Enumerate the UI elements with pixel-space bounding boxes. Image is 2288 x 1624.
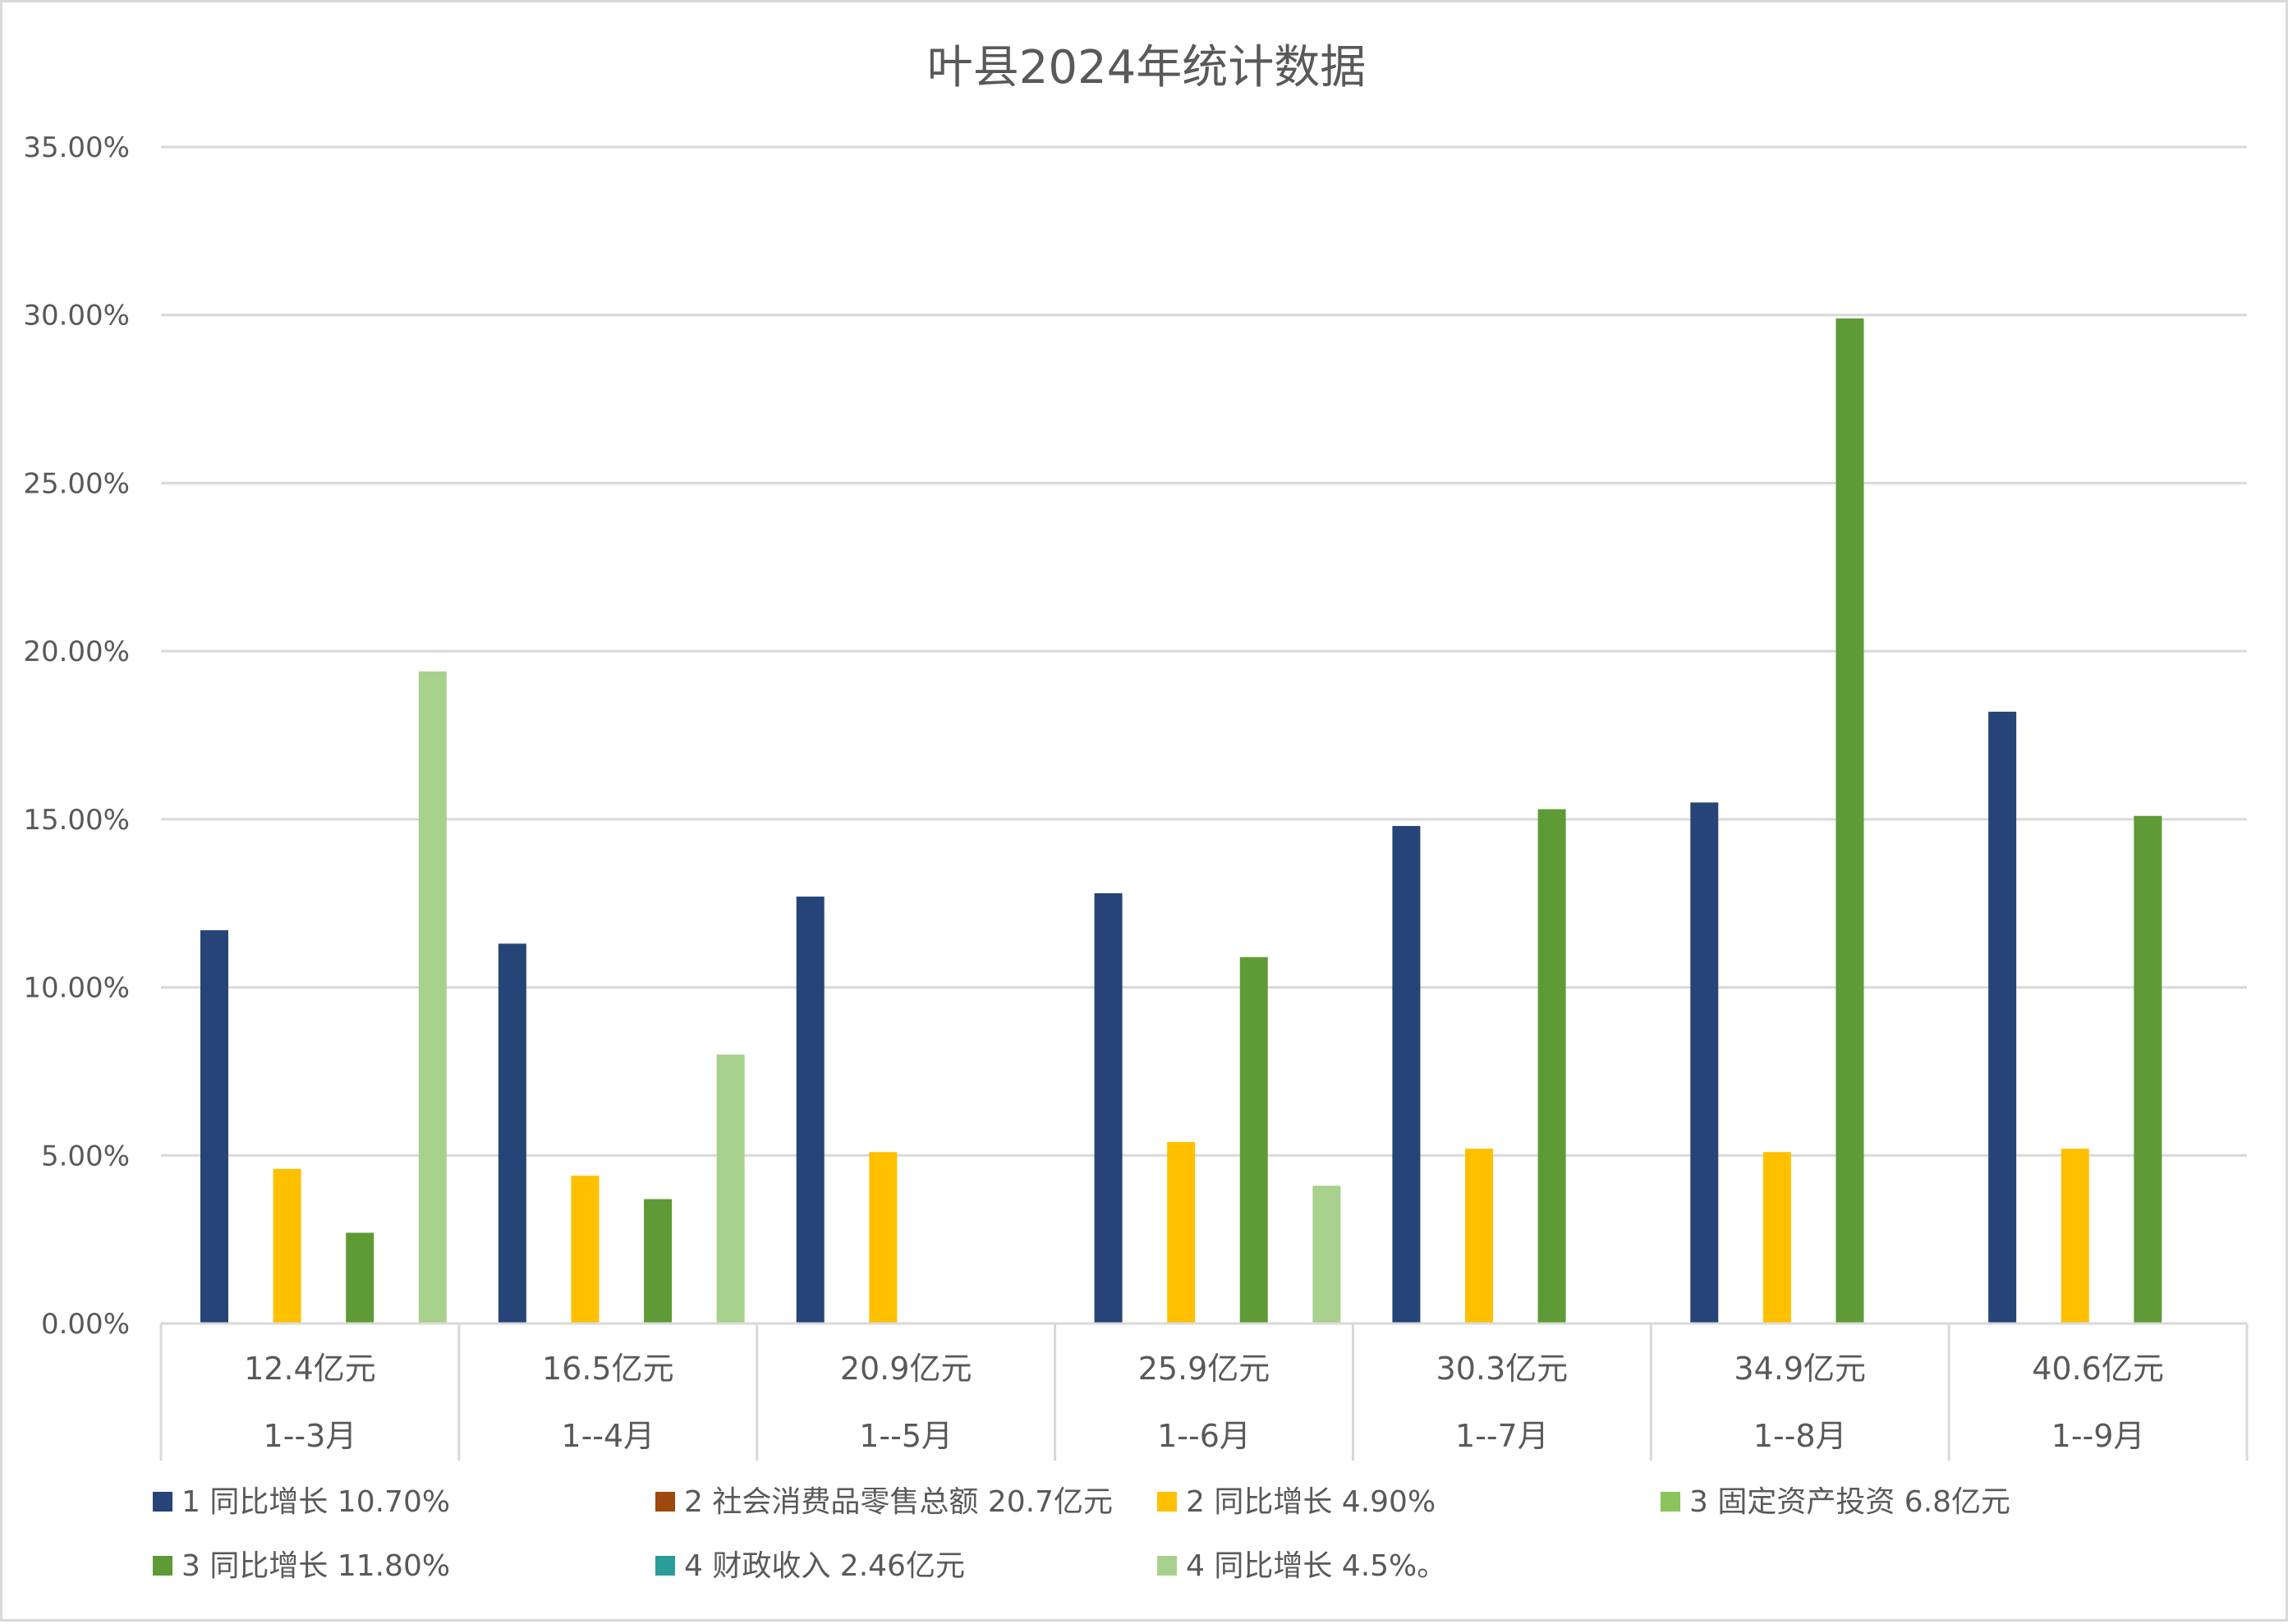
bar — [273, 1168, 301, 1324]
y-tick-label: 15.00% — [23, 804, 130, 837]
x-tick-label: 1--4月 — [561, 1418, 655, 1454]
bar — [644, 1199, 673, 1324]
bar — [418, 671, 447, 1324]
x-tick-sublabel: 12.4亿元 — [244, 1351, 376, 1387]
x-tick-sublabel: 34.9亿元 — [1734, 1351, 1866, 1387]
bar — [796, 897, 825, 1324]
bar — [1167, 1141, 1196, 1324]
legend-swatch — [153, 1556, 172, 1576]
legend-swatch — [655, 1492, 675, 1512]
x-tick-label: 1--6月 — [1157, 1418, 1251, 1454]
y-tick-label: 0.00% — [41, 1308, 130, 1341]
bar — [200, 929, 228, 1324]
x-axis: 12.4亿元 1--3月 16.5亿元 1--4月 20.9亿元 1--5月 25.9亿元 1… — [159, 1322, 2249, 1461]
legend-label: 1 同比增长 10.70% — [181, 1485, 450, 1519]
x-tick-label: 1--8月 — [1753, 1418, 1847, 1454]
legend-label: 2 同比增长 4.90% — [1186, 1485, 1436, 1519]
bar — [716, 1054, 745, 1324]
legend-swatch — [1157, 1556, 1177, 1576]
x-tick-label: 1--3月 — [264, 1418, 357, 1454]
bar — [1988, 711, 2017, 1324]
y-tick-label: 25.00% — [23, 467, 130, 500]
y-tick-label: 10.00% — [23, 972, 130, 1005]
y-tick-label: 20.00% — [23, 635, 130, 668]
chart-title: 叶县2024年统计数据 — [927, 41, 1367, 94]
bar — [1465, 1149, 1494, 1324]
bar — [1392, 826, 1421, 1324]
legend-swatch — [1157, 1492, 1177, 1512]
y-tick-label: 35.00% — [23, 131, 130, 164]
y-tick-label: 30.00% — [23, 300, 130, 333]
legend-label: 3 同比增长 11.80% — [181, 1549, 450, 1583]
x-tick-label: 1--9月 — [2051, 1418, 2145, 1454]
bar — [1537, 809, 1566, 1324]
legend-label: 2 社会消费品零售总额 20.7亿元 — [684, 1485, 1113, 1519]
y-axis-tick-labels: 0.00% 5.00% 10.00% 15.00% 20.00% 25.00% 30.00%… — [23, 131, 130, 1341]
legend-swatch — [1661, 1492, 1680, 1512]
bar — [571, 1175, 600, 1324]
bar — [869, 1152, 898, 1324]
bar — [2134, 815, 2162, 1324]
bar — [346, 1232, 374, 1324]
x-tick-sublabel: 30.3亿元 — [1436, 1351, 1569, 1387]
x-tick-label: 1--5月 — [859, 1418, 953, 1454]
legend-label: 3 固定资产投资 6.8亿元 — [1689, 1485, 2010, 1519]
x-tick-sublabel: 20.9亿元 — [840, 1351, 972, 1387]
legend-swatch — [655, 1556, 675, 1576]
bar — [1762, 1152, 1791, 1324]
bar — [498, 943, 526, 1324]
x-tick-sublabel: 16.5亿元 — [542, 1351, 674, 1387]
x-tick-sublabel: 40.6亿元 — [2032, 1351, 2164, 1387]
legend-label: 4 财政收入 2.46亿元 — [684, 1549, 965, 1583]
legend-label: 4 同比增长 4.5%。 — [1186, 1549, 1446, 1583]
bar — [1690, 802, 1719, 1324]
y-tick-label: 5.00% — [41, 1140, 130, 1172]
bar — [1835, 318, 1864, 1324]
bar — [1094, 892, 1123, 1324]
bar — [2061, 1149, 2089, 1324]
legend-swatch — [153, 1492, 172, 1512]
bar — [1239, 957, 1268, 1324]
legend: 1 同比增长 10.70% 2 社会消费品零售总额 20.7亿元 2 同比增长 4.… — [153, 1485, 2010, 1583]
bars — [200, 318, 2162, 1324]
bar — [1312, 1186, 1341, 1324]
x-tick-label: 1--7月 — [1455, 1418, 1549, 1454]
gridlines — [161, 145, 2247, 1325]
x-tick-sublabel: 25.9亿元 — [1138, 1351, 1270, 1387]
